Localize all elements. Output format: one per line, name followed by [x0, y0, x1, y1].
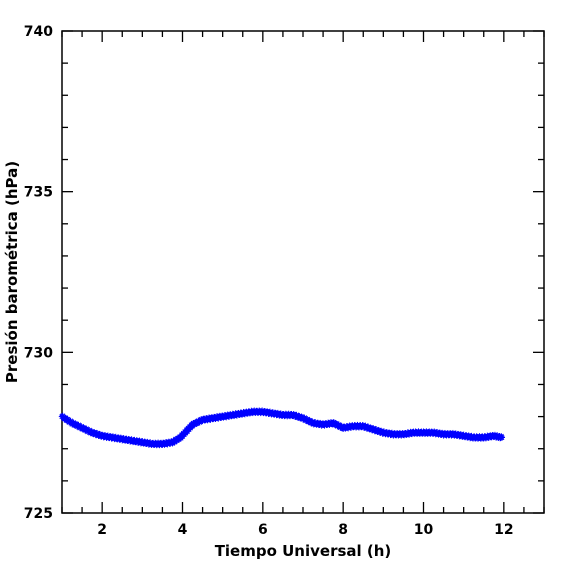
y-axis-label: Presión barométrica (hPa): [3, 161, 21, 383]
y-tick-label: 740: [24, 24, 53, 40]
axis-ticks: [61, 30, 545, 514]
y-tick-label: 735: [24, 185, 53, 201]
x-tick-label: 8: [338, 522, 348, 538]
x-tick-label: 2: [97, 522, 107, 538]
x-tick-label: 6: [258, 522, 268, 538]
x-axis-label: Tiempo Universal (h): [215, 542, 392, 560]
data-point: [498, 434, 506, 441]
y-tick-label: 725: [24, 506, 53, 522]
x-tick-label: 4: [178, 522, 188, 538]
y-tick-label: 730: [24, 345, 53, 361]
x-tick-label: 10: [414, 522, 434, 538]
tick-labels: 2 4 6 8 10 12 725 730 735 740: [24, 24, 514, 538]
x-tick-label: 12: [494, 522, 513, 538]
data-points: [58, 407, 506, 449]
